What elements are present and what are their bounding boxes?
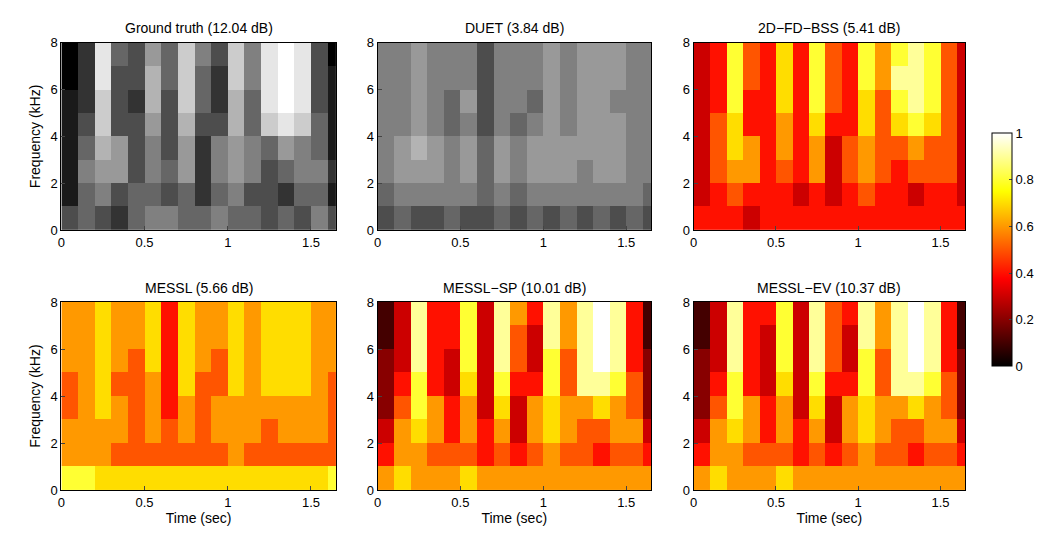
svg-text:0.5: 0.5 (767, 495, 785, 510)
svg-text:1.5: 1.5 (617, 495, 635, 510)
svg-text:0.5: 0.5 (136, 235, 154, 250)
svg-text:1.5: 1.5 (617, 235, 635, 250)
svg-text:0: 0 (683, 483, 690, 498)
svg-text:8: 8 (683, 295, 690, 310)
svg-text:6: 6 (367, 342, 374, 357)
svg-text:0: 0 (690, 235, 697, 250)
svg-text:6: 6 (51, 342, 58, 357)
svg-text:0.2: 0.2 (1016, 312, 1034, 327)
svg-text:0: 0 (367, 483, 374, 498)
svg-text:4: 4 (367, 129, 374, 144)
svg-text:0.5: 0.5 (451, 235, 469, 250)
svg-text:0.6: 0.6 (1016, 219, 1034, 234)
svg-text:8: 8 (367, 295, 374, 310)
svg-text:0: 0 (683, 223, 690, 238)
svg-text:1: 1 (1016, 126, 1023, 141)
svg-text:Frequency (kHz): Frequency (kHz) (27, 85, 43, 188)
svg-text:6: 6 (683, 82, 690, 97)
svg-text:0: 0 (58, 495, 65, 510)
svg-text:Time (sec): Time (sec) (166, 510, 232, 526)
svg-text:8: 8 (367, 35, 374, 50)
svg-text:0.8: 0.8 (1016, 172, 1034, 187)
svg-text:0: 0 (374, 235, 381, 250)
svg-text:Frequency (kHz): Frequency (kHz) (27, 344, 43, 447)
svg-text:1.5: 1.5 (302, 235, 320, 250)
svg-text:1.5: 1.5 (931, 495, 949, 510)
svg-text:2: 2 (683, 436, 690, 451)
svg-text:6: 6 (683, 342, 690, 357)
svg-text:2: 2 (683, 176, 690, 191)
svg-text:8: 8 (51, 295, 58, 310)
svg-text:0: 0 (690, 495, 697, 510)
svg-text:2: 2 (367, 436, 374, 451)
svg-text:1: 1 (540, 235, 547, 250)
svg-text:MESSL (5.66 dB): MESSL (5.66 dB) (145, 280, 253, 296)
svg-text:1: 1 (855, 235, 862, 250)
svg-text:4: 4 (51, 129, 58, 144)
svg-text:2D−FD−BSS (5.41 dB): 2D−FD−BSS (5.41 dB) (758, 20, 900, 36)
svg-text:0: 0 (51, 483, 58, 498)
svg-text:8: 8 (51, 35, 58, 50)
svg-text:2: 2 (367, 176, 374, 191)
svg-text:DUET (3.84 dB): DUET (3.84 dB) (465, 20, 564, 36)
svg-text:0: 0 (367, 223, 374, 238)
svg-text:4: 4 (683, 389, 690, 404)
svg-text:0: 0 (58, 235, 65, 250)
svg-text:1: 1 (224, 235, 231, 250)
svg-text:Ground truth (12.04 dB): Ground truth (12.04 dB) (125, 20, 273, 36)
svg-text:1: 1 (540, 495, 547, 510)
svg-text:0.5: 0.5 (451, 495, 469, 510)
svg-text:0: 0 (51, 223, 58, 238)
svg-text:MESSL−SP (10.01 dB): MESSL−SP (10.01 dB) (443, 280, 586, 296)
svg-text:0.5: 0.5 (136, 495, 154, 510)
svg-text:1.5: 1.5 (931, 235, 949, 250)
svg-text:MESSL−EV (10.37 dB): MESSL−EV (10.37 dB) (757, 280, 901, 296)
svg-text:0: 0 (1016, 359, 1023, 374)
svg-text:4: 4 (51, 389, 58, 404)
svg-text:0.4: 0.4 (1016, 266, 1034, 281)
svg-text:Time (sec): Time (sec) (481, 510, 547, 526)
svg-text:2: 2 (51, 176, 58, 191)
svg-text:1.5: 1.5 (302, 495, 320, 510)
svg-text:6: 6 (51, 82, 58, 97)
svg-text:1: 1 (224, 495, 231, 510)
svg-text:2: 2 (51, 436, 58, 451)
svg-text:4: 4 (367, 389, 374, 404)
svg-text:1: 1 (855, 495, 862, 510)
svg-text:0.5: 0.5 (767, 235, 785, 250)
svg-text:4: 4 (683, 129, 690, 144)
svg-text:8: 8 (683, 35, 690, 50)
svg-text:0: 0 (374, 495, 381, 510)
svg-text:6: 6 (367, 82, 374, 97)
svg-text:Time (sec): Time (sec) (797, 510, 863, 526)
